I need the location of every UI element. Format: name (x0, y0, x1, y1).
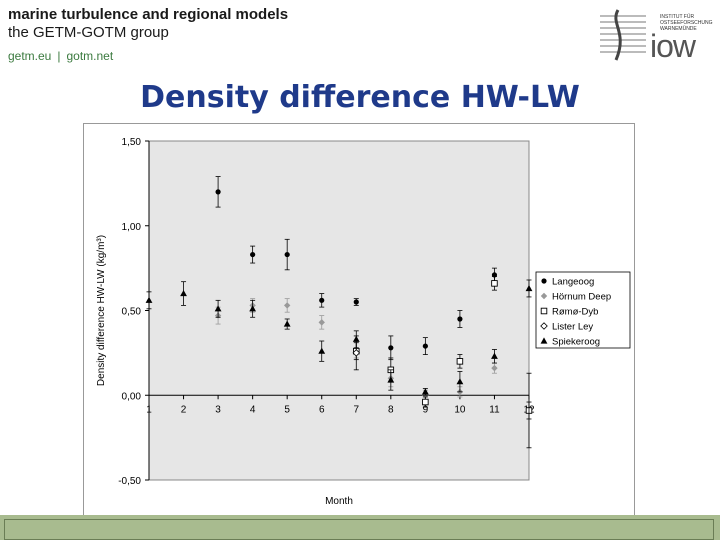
link-separator: | (57, 49, 61, 63)
data-point-r-m-dyb (491, 280, 498, 287)
link-getm[interactable]: getm.eu (8, 49, 52, 63)
data-point-langeoog (319, 297, 325, 303)
data-point-spiekeroog (283, 320, 291, 327)
iow-logo-mark-icon (600, 9, 646, 61)
x-tick-label: 2 (181, 404, 187, 415)
y-axis-label: Density difference HW-LW (kg/m³) (96, 235, 107, 386)
chart-frame: 1,501,000,500,00-0,50123456789101112Mont… (83, 123, 635, 517)
data-point-spiekeroog (456, 378, 464, 385)
data-point-spiekeroog (249, 305, 257, 312)
legend-label: Langeoog (552, 277, 594, 288)
x-tick-label: 4 (250, 404, 256, 415)
data-point-r-m-dyb (456, 358, 464, 365)
data-point-langeoog (284, 251, 290, 258)
data-point-langeoog (388, 345, 394, 351)
x-tick-label: 6 (319, 404, 325, 415)
slide-title: Density difference HW-LW (140, 80, 580, 115)
x-tick-label: 7 (353, 404, 359, 415)
data-point-spiekeroog (214, 305, 222, 312)
y-tick-label: 0,00 (122, 391, 142, 402)
header-title: marine turbulence and regional models (8, 6, 289, 23)
data-point-r-m-dyb (422, 398, 429, 406)
y-tick-label: 1,50 (122, 137, 142, 148)
legend-label: Lister Ley (552, 322, 593, 333)
x-tick-label: 8 (388, 404, 394, 415)
data-point-langeoog (422, 343, 428, 349)
x-tick-label: 9 (423, 404, 429, 415)
data-point-h-rnum-deep (491, 364, 498, 372)
data-point-spiekeroog (180, 289, 187, 297)
x-tick-label: 10 (454, 404, 466, 415)
legend-marker (540, 337, 548, 344)
x-tick-label: 11 (489, 404, 500, 415)
legend-marker (540, 322, 548, 330)
legend-label: Spiekeroog (552, 337, 600, 348)
logo-iow-text: iow (650, 28, 696, 64)
data-point-spiekeroog (145, 296, 153, 303)
data-point-spiekeroog (421, 388, 429, 395)
data-point-spiekeroog (352, 335, 360, 342)
data-point-spiekeroog (525, 284, 533, 292)
x-tick-label: 1 (146, 404, 152, 415)
legend-marker (540, 292, 548, 300)
data-point-spiekeroog (318, 347, 326, 354)
data-point-h-rnum-deep (283, 302, 291, 309)
bottom-bar-inner (4, 519, 714, 540)
plot-area (148, 140, 530, 481)
legend-marker (540, 307, 548, 315)
y-tick-label: 0,50 (122, 307, 142, 318)
y-tick-label: 1,00 (122, 222, 142, 233)
legend-label: Hörnum Deep (552, 292, 611, 303)
data-point-lister-ley (352, 349, 361, 357)
x-tick-label: 3 (215, 404, 221, 415)
data-point-langeoog (353, 299, 359, 305)
header-subtitle: the GETM-GOTM group (8, 24, 169, 41)
legend-marker (541, 278, 547, 284)
y-tick-label: -0,50 (118, 476, 141, 487)
data-point-langeoog (215, 189, 221, 195)
link-gotm[interactable]: gotm.net (66, 49, 114, 63)
chart-svg: 1,501,000,500,00-0,50123456789101112Mont… (96, 137, 631, 507)
data-point-spiekeroog (387, 376, 395, 383)
data-point-h-rnum-deep (318, 319, 325, 326)
data-point-langeoog (250, 251, 256, 258)
x-tick-label: 5 (284, 404, 290, 415)
legend-label: Rømø-Dyb (552, 307, 598, 318)
iow-logo (596, 6, 716, 66)
data-point-langeoog (457, 316, 463, 322)
data-point-spiekeroog (491, 352, 498, 359)
header-links: getm.eu | gotm.net (8, 49, 113, 63)
legend-box (535, 271, 631, 349)
x-axis-label: Month (325, 496, 353, 507)
logo-institute-text: INSTITUT FÜR OSTSEEFORSCHUNG WARNEMÜNDE (660, 14, 713, 32)
